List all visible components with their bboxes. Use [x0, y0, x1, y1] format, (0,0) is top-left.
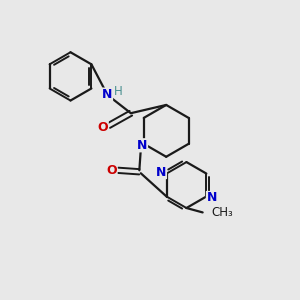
Text: N: N — [137, 139, 148, 152]
Text: N: N — [102, 88, 112, 101]
Text: H: H — [114, 85, 123, 98]
Text: N: N — [156, 166, 166, 178]
Text: CH₃: CH₃ — [211, 206, 232, 219]
Text: O: O — [98, 121, 108, 134]
Text: O: O — [106, 164, 117, 177]
Text: N: N — [206, 191, 217, 205]
